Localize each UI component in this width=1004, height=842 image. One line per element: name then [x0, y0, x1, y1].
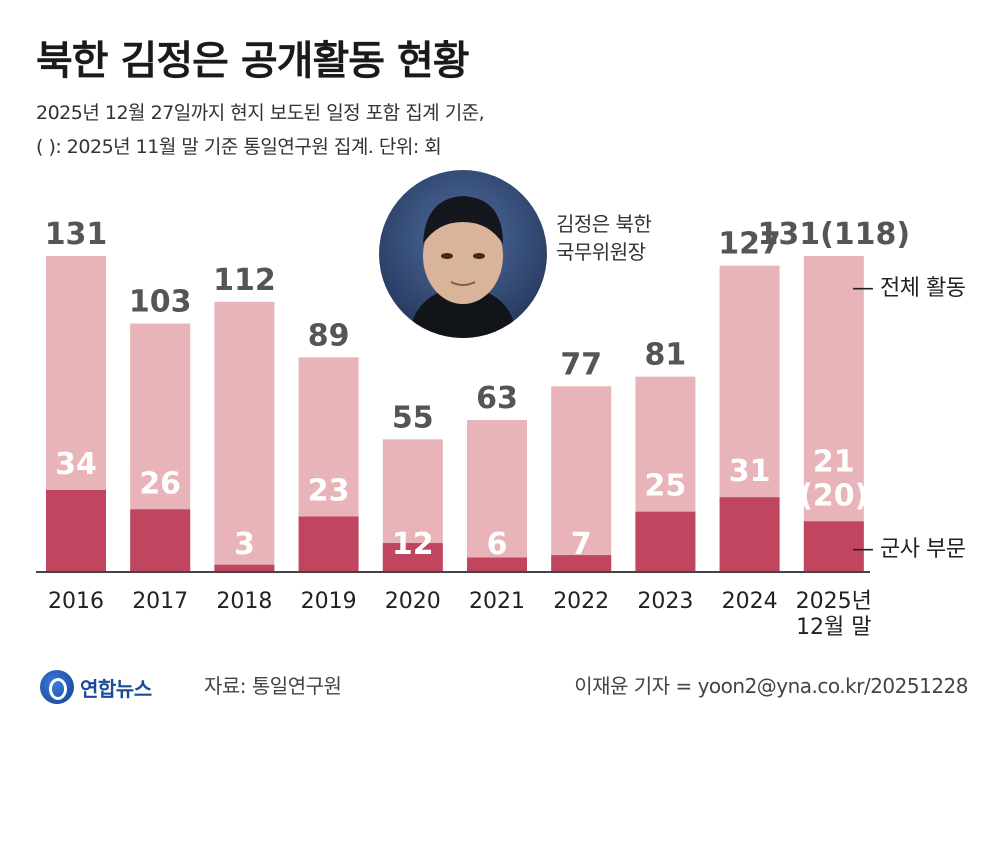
bar-total-6 [551, 386, 612, 572]
photo-caption-line2: 국무위원장 [556, 240, 646, 264]
label-military-3: 23 [308, 474, 350, 509]
bar-total-5 [467, 420, 527, 572]
label-total-4: 55 [392, 400, 434, 435]
subtitle-line1: 2025년 12월 27일까지 현지 보도된 일정 포함 집계 기준, [36, 102, 485, 124]
label-military-6: 7 [571, 527, 592, 562]
chart-title: 북한 김정은 공개활동 현황 [36, 38, 470, 84]
label-total-6: 77 [560, 347, 602, 382]
label-total-3: 89 [308, 318, 350, 353]
bar-military-1 [130, 509, 191, 572]
bar-chart: 131 34 2016 103 26 2017 112 3 2018 89 23 2019 55 12 20… [36, 217, 910, 640]
legend-military: — 군사 부문 [852, 537, 966, 562]
portrait-illustration [409, 196, 517, 338]
x-tick-6: 2022 [553, 589, 609, 614]
label-military-2: 3 [234, 527, 255, 562]
logo-text: 연합뉴스 [80, 676, 152, 701]
bar-total-2 [214, 301, 275, 572]
bar-military-5 [467, 557, 527, 572]
label-total-2: 112 [213, 263, 276, 298]
x-tick-7: 2023 [637, 589, 693, 614]
bar-military-6 [551, 555, 612, 572]
bar-military-3 [298, 516, 359, 572]
label-military-9: 21 (20) [799, 444, 868, 513]
label-military-5: 6 [487, 527, 508, 562]
x-tick-1: 2017 [132, 589, 188, 614]
x-tick-5: 2021 [469, 589, 525, 614]
label-total-9: 131(118) [757, 217, 910, 252]
label-military-1: 26 [139, 466, 181, 501]
x-tick-3: 2019 [301, 589, 357, 614]
label-total-8: 127 [718, 227, 781, 262]
label-total-7: 81 [645, 338, 687, 373]
x-tick-0: 2016 [48, 589, 104, 614]
portrait-photo [379, 170, 547, 338]
bar-military-7 [635, 511, 696, 572]
label-military-0: 34 [55, 447, 97, 482]
legend-total-label: 전체 활동 [880, 276, 966, 301]
yonhap-logo-icon [40, 670, 74, 704]
label-total-5: 63 [476, 381, 518, 416]
photo-caption-line1: 김정은 북한 [556, 212, 652, 236]
bar-military-2 [214, 564, 275, 572]
label-military-7: 25 [645, 469, 687, 504]
legend-military-label: 군사 부문 [880, 537, 966, 562]
credit-text: 이재윤 기자 = yoon2@yna.co.kr/20251228 [574, 674, 968, 698]
legend-total: — 전체 활동 [852, 276, 966, 301]
x-tick-4: 2020 [385, 589, 441, 614]
x-tick-9: 2025년 12월 말 [796, 589, 872, 640]
label-total-0: 131 [45, 217, 108, 252]
label-military-4: 12 [392, 527, 434, 562]
bar-military-0 [46, 489, 106, 572]
yonhap-logo: 연합뉴스 [40, 670, 152, 704]
label-total-1: 103 [129, 285, 192, 320]
bar-total-9 [803, 256, 864, 572]
bar-military-8 [719, 497, 780, 572]
x-tick-8: 2024 [722, 589, 778, 614]
x-tick-2: 2018 [216, 589, 272, 614]
subtitle-line2: ( ): 2025년 11월 말 기준 통일연구원 집계. 단위: 회 [36, 136, 442, 158]
bar-military-9 [803, 521, 864, 572]
bar-military-4 [382, 543, 443, 572]
label-military-8: 31 [729, 454, 771, 489]
source-text: 자료: 통일연구원 [204, 674, 342, 698]
